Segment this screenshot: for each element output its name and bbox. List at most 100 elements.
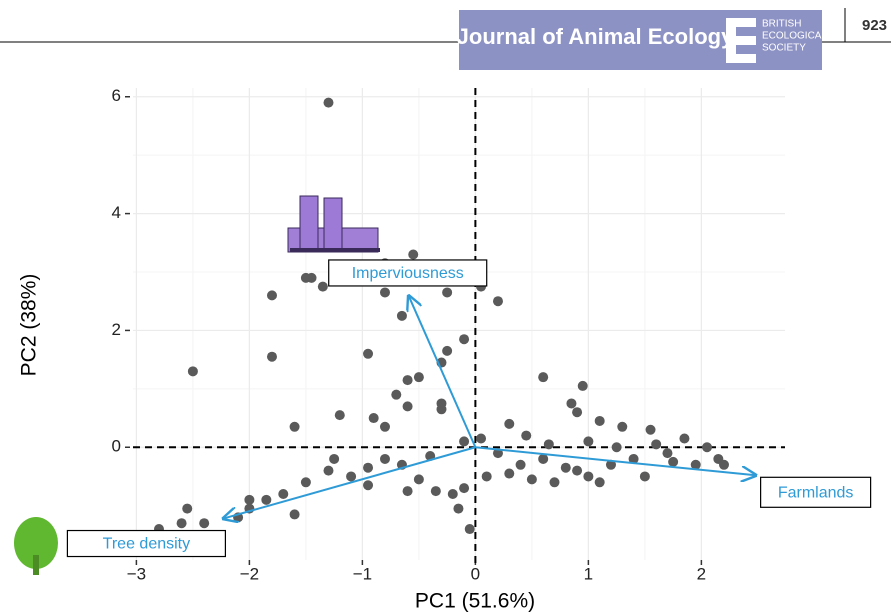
point <box>594 415 605 426</box>
point <box>459 483 470 494</box>
point <box>617 421 628 432</box>
point <box>266 290 277 301</box>
point <box>306 272 317 283</box>
x-tick-label: 2 <box>697 564 706 583</box>
point <box>402 486 413 497</box>
point <box>515 459 526 470</box>
y-axis-label: PC2 (38%) <box>18 274 41 377</box>
point <box>453 503 464 514</box>
loading-arrow <box>223 446 476 518</box>
arrow-label-box <box>328 259 488 287</box>
point <box>289 509 300 520</box>
point <box>583 471 594 482</box>
arrow-label: Imperviousness <box>352 265 464 282</box>
logo-bar <box>736 18 756 27</box>
point <box>668 456 679 467</box>
point <box>363 348 374 359</box>
point <box>300 477 311 488</box>
point <box>577 380 588 391</box>
arrow-label-box <box>760 476 872 508</box>
journal-banner <box>459 10 822 70</box>
point <box>504 468 515 479</box>
logo-bar <box>726 18 736 63</box>
point <box>408 249 419 260</box>
point <box>363 462 374 473</box>
point <box>182 503 193 514</box>
x-axis-label: PC1 (51.6%) <box>415 590 535 613</box>
x-tick-label: −2 <box>240 564 259 583</box>
x-tick-label: −3 <box>127 564 146 583</box>
point <box>442 345 453 356</box>
point <box>176 518 187 529</box>
plot-panel <box>133 88 785 560</box>
point <box>718 459 729 470</box>
point <box>187 366 198 377</box>
point <box>317 281 328 292</box>
point <box>442 287 453 298</box>
point <box>662 448 673 459</box>
society-name: ECOLOGICAL <box>762 31 827 42</box>
point <box>396 310 407 321</box>
point <box>379 287 390 298</box>
y-tick-label: 6 <box>112 86 121 105</box>
arrow-label: Farmlands <box>778 485 854 502</box>
point <box>289 421 300 432</box>
point <box>611 442 622 453</box>
point <box>266 351 277 362</box>
point <box>464 524 475 535</box>
point <box>549 477 560 488</box>
point <box>379 453 390 464</box>
x-tick-label: 0 <box>471 564 480 583</box>
society-logo <box>726 18 756 63</box>
point <box>413 474 424 485</box>
point <box>379 421 390 432</box>
point <box>504 418 515 429</box>
point <box>391 389 402 400</box>
point <box>690 459 701 470</box>
point <box>368 413 379 424</box>
point <box>459 334 470 345</box>
point <box>526 474 537 485</box>
point <box>481 471 492 482</box>
point <box>261 494 272 505</box>
y-tick-label: 0 <box>112 437 121 456</box>
point <box>323 97 334 108</box>
point <box>594 477 605 488</box>
point <box>402 375 413 386</box>
point <box>702 442 713 453</box>
point <box>447 488 458 499</box>
point <box>334 410 345 421</box>
point <box>363 480 374 491</box>
y-tick-label: 2 <box>112 320 121 339</box>
y-tick-label: 4 <box>112 203 121 222</box>
point <box>566 398 577 409</box>
journal-title: Journal of Animal Ecology <box>457 24 734 49</box>
loading-arrow <box>409 296 477 448</box>
point <box>329 453 340 464</box>
point <box>402 401 413 412</box>
point <box>278 488 289 499</box>
point <box>572 465 583 476</box>
logo-bar <box>736 36 756 45</box>
building-icon <box>287 195 380 253</box>
point <box>628 453 639 464</box>
society-name: BRITISH <box>762 19 801 30</box>
point <box>645 424 656 435</box>
point <box>538 372 549 383</box>
point <box>346 471 357 482</box>
point <box>560 462 571 473</box>
point <box>244 494 255 505</box>
society-name: SOCIETY <box>762 43 806 54</box>
point <box>605 459 616 470</box>
point <box>521 430 532 441</box>
point <box>639 471 650 482</box>
page-number: 923 <box>862 17 887 34</box>
x-tick-label: 1 <box>584 564 593 583</box>
tree-icon <box>14 517 58 575</box>
point <box>538 453 549 464</box>
point <box>679 433 690 444</box>
point <box>572 407 583 418</box>
point <box>543 439 554 450</box>
